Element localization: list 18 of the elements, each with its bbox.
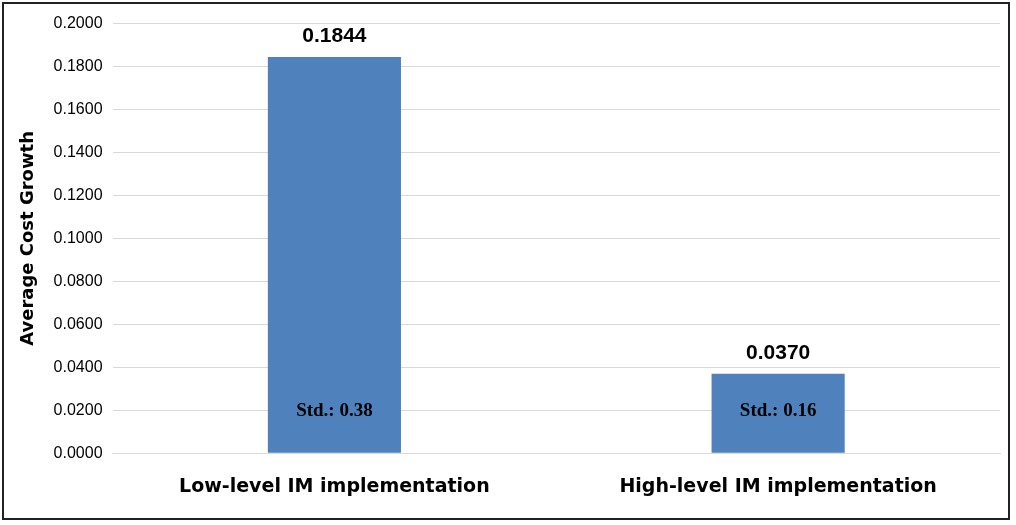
data-label: 0.1844	[302, 23, 367, 47]
y-tick-label: 0.1000	[53, 228, 103, 246]
y-tick-label: 0.1600	[53, 99, 103, 117]
y-tick-label: 0.0400	[53, 357, 103, 375]
y-tick-label: 0.0800	[53, 271, 103, 289]
y-tick-label: 0.1200	[53, 185, 103, 203]
y-tick-label: 0.0600	[53, 314, 103, 332]
y-tick-label: 0.2000	[53, 14, 103, 32]
x-tick-label: Low-level IM implementation	[179, 473, 490, 496]
x-tick-label: High-level IM implementation	[619, 473, 937, 496]
y-axis-title: Average Cost Growth	[16, 130, 38, 346]
y-tick-label: 0.0000	[53, 443, 103, 461]
data-label: 0.0370	[746, 340, 811, 364]
annotation: Std.: 0.38	[296, 398, 373, 420]
y-tick-label: 0.0200	[53, 400, 103, 418]
y-tick-label: 0.1400	[53, 142, 103, 160]
annotation: Std.: 0.16	[739, 398, 817, 420]
y-tick-label: 0.1800	[53, 56, 103, 74]
